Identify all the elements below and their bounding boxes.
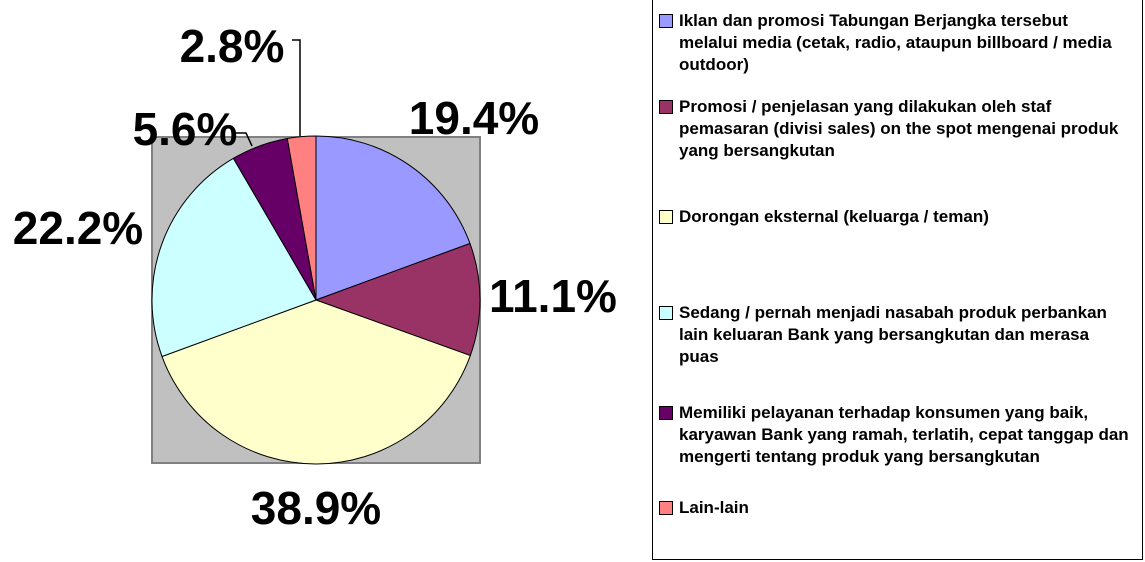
legend-item: Dorongan eksternal (keluarga / teman) xyxy=(659,206,1129,228)
data-label: 5.6% xyxy=(133,103,238,155)
legend-item: Promosi / penjelasan yang dilakukan oleh… xyxy=(659,96,1129,162)
legend-swatch xyxy=(659,306,673,320)
pie-slice xyxy=(315,135,471,301)
leader-line xyxy=(236,132,253,147)
legend-label: Promosi / penjelasan yang dilakukan oleh… xyxy=(679,97,1119,160)
pie-slice xyxy=(314,242,481,357)
legend-item: Memiliki pelayanan terhadap konsumen yan… xyxy=(659,402,1129,468)
data-label: 22.2% xyxy=(13,202,143,254)
legend-label: Sedang / pernah menjadi nasabah produk p… xyxy=(679,303,1107,366)
legend-swatch xyxy=(659,406,673,420)
legend-swatch xyxy=(659,210,673,224)
legend: Iklan dan promosi Tabungan Berjangka ter… xyxy=(652,0,1143,560)
data-label: 19.4% xyxy=(409,92,539,144)
legend-label: Memiliki pelayanan terhadap konsumen yan… xyxy=(679,403,1129,466)
data-label: 11.1% xyxy=(489,270,617,322)
data-label: 38.9% xyxy=(251,482,381,534)
legend-label: Iklan dan promosi Tabungan Berjangka ter… xyxy=(679,11,1112,74)
pie-slice xyxy=(161,299,471,465)
legend-swatch xyxy=(659,501,673,515)
legend-item: Lain-lain xyxy=(659,497,1129,519)
data-label: 2.8% xyxy=(180,20,285,72)
pie-slice xyxy=(151,157,317,358)
legend-item: Sedang / pernah menjadi nasabah produk p… xyxy=(659,302,1129,368)
legend-label: Lain-lain xyxy=(679,498,749,517)
chart: 19.4% 11.1% 38.9% 22.2% 5.6% 2.8% xyxy=(13,20,617,534)
legend-item: Iklan dan promosi Tabungan Berjangka ter… xyxy=(659,10,1129,76)
pie-slice xyxy=(286,135,317,301)
legend-swatch xyxy=(659,14,673,28)
legend-label: Dorongan eksternal (keluarga / teman) xyxy=(679,207,989,226)
legend-swatch xyxy=(659,100,673,114)
leader-line xyxy=(292,39,301,136)
